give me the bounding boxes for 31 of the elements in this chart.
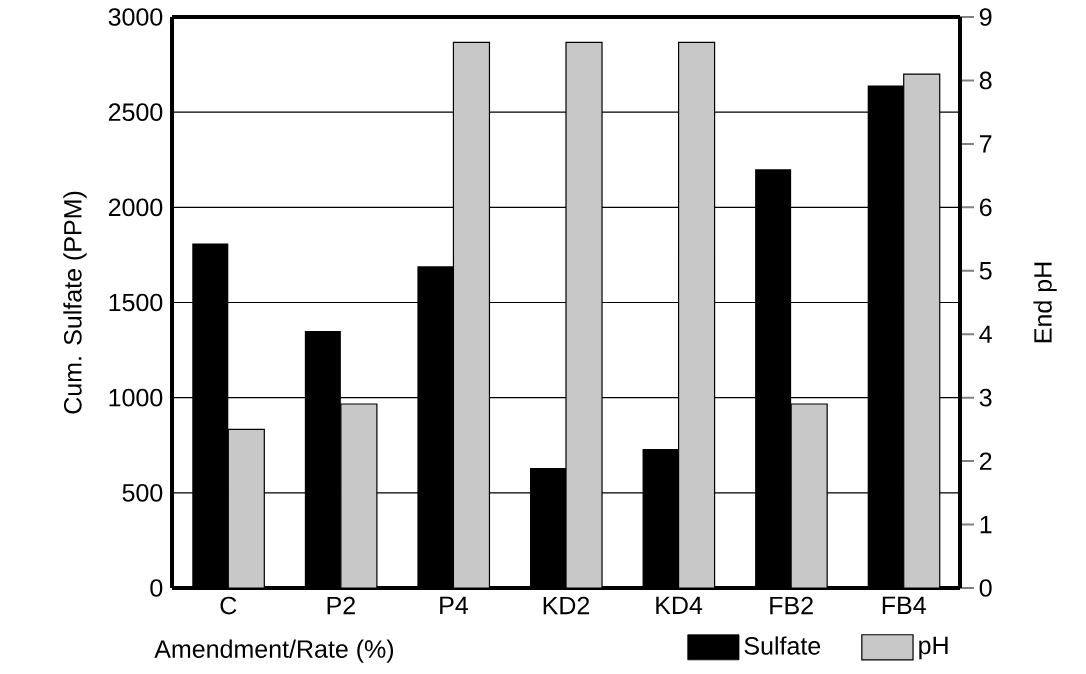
y2-tick-label: 1 — [980, 515, 992, 534]
x-tick-label: FB2 — [770, 596, 813, 615]
bar — [565, 41, 603, 588]
y-tick-label: 500 — [122, 483, 163, 502]
y2-tick-label: 0 — [979, 579, 992, 597]
x-tick-label: P4 — [440, 596, 468, 614]
y-tick-label: 3000 — [108, 8, 163, 26]
y2-tick-label: 7 — [980, 135, 992, 153]
y2-tick-label: 3 — [979, 388, 992, 407]
y2-tick-label: 6 — [979, 198, 992, 217]
y2-tick-label: 9 — [979, 8, 992, 26]
x-tick-label: KD4 — [656, 596, 703, 614]
y-tick-label: 2500 — [108, 103, 163, 122]
x-tick-label: C — [220, 596, 237, 615]
legend-label: pH — [919, 636, 948, 660]
y-axis-title: Cum. Sulfate (PPM) — [63, 191, 87, 414]
y2-tick-label: 4 — [979, 325, 992, 343]
y2-axis-title: End pH — [1033, 262, 1057, 343]
y2-tick-label: 8 — [979, 71, 992, 90]
y-tick-label: 2000 — [108, 198, 163, 217]
x-tick-label: FB4 — [882, 596, 926, 614]
y2-tick-label: 2 — [979, 452, 992, 470]
y-tick-label: 0 — [150, 579, 163, 597]
x-axis-title: Amendment/Rate (%) — [154, 639, 394, 663]
y2-tick-label: 5 — [979, 262, 992, 280]
bar — [677, 41, 716, 588]
legend-label: Sulfate — [744, 636, 821, 655]
x-tick-label: P2 — [327, 596, 355, 615]
y-tick-label: 1500 — [109, 293, 163, 312]
x-tick-label: KD2 — [543, 596, 590, 615]
y-tick-label: 1000 — [109, 388, 163, 407]
